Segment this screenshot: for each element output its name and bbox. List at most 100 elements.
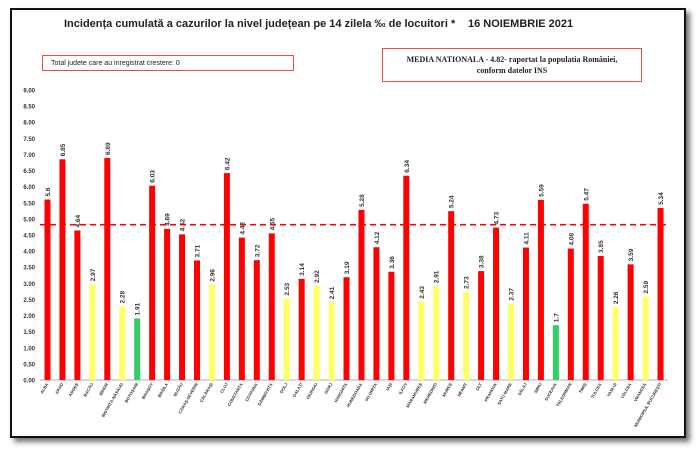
- bar: [448, 211, 455, 380]
- data-label: 3.85: [598, 240, 605, 253]
- data-label: 4.64: [75, 214, 82, 227]
- y-tick-label: 3.50: [23, 266, 35, 272]
- x-tick-label: TELEORMAN: [555, 382, 573, 407]
- data-label: 6.34: [404, 160, 411, 173]
- data-label: 1.7: [553, 313, 560, 322]
- data-label: 3.71: [195, 244, 202, 257]
- bar: [223, 173, 230, 380]
- data-label: 5.24: [449, 195, 456, 208]
- y-tick-label: 1.50: [23, 330, 35, 336]
- bar: [328, 302, 335, 380]
- x-tick-label: TULCEA: [590, 382, 603, 399]
- x-tick-label: ILFOV: [398, 382, 409, 395]
- y-tick-label: 2.50: [23, 298, 35, 304]
- x-tick-label: VASLUI: [606, 382, 618, 398]
- y-tick-label: 1.00: [23, 346, 35, 352]
- x-tick-label: MARAMUREȘ: [405, 382, 423, 409]
- data-label: 2.37: [509, 288, 516, 301]
- y-tick-label: 7.50: [23, 137, 35, 143]
- bar: [313, 285, 320, 380]
- data-label: 2.28: [120, 290, 127, 303]
- x-tick-label: SĂLAJ: [517, 381, 529, 396]
- bar: [642, 296, 649, 380]
- x-tick-label: VÂLCEA: [620, 382, 633, 399]
- y-tick-label: 6.50: [23, 169, 35, 175]
- data-label: 2.26: [613, 291, 620, 304]
- y-tick-label: 6.00: [23, 185, 35, 191]
- x-tick-label: BRĂILA: [157, 382, 169, 398]
- national-average-line1: MEDIA NATIONALA - 4.82- raportat la popu…: [406, 55, 618, 64]
- y-tick-label: 0.50: [23, 362, 35, 368]
- x-tick-label: BIHOR: [98, 382, 109, 396]
- data-label: 4.69: [165, 213, 172, 226]
- data-label: 5.6: [45, 187, 52, 196]
- x-tick-label: SATU MARE: [496, 382, 513, 406]
- x-tick-label: MUREȘ: [441, 382, 453, 398]
- data-label: 2.59: [643, 281, 650, 294]
- bar: [343, 277, 350, 380]
- national-average-line2: conform datelor INS: [476, 66, 548, 75]
- y-tick-label: 3.00: [23, 282, 35, 288]
- data-label: 6.42: [224, 157, 231, 170]
- data-label: 3.72: [254, 244, 261, 257]
- data-label: 2.96: [209, 269, 216, 282]
- data-label: 3.36: [389, 256, 396, 269]
- bar: [179, 234, 186, 380]
- bar: [657, 207, 664, 380]
- x-tick-label: IALOMIȚA: [364, 382, 378, 402]
- bar: [463, 292, 470, 380]
- x-tick-label: GALAȚI: [291, 382, 303, 398]
- bar: [522, 247, 529, 380]
- bar: [149, 185, 156, 380]
- bar: [582, 203, 589, 380]
- data-label: 4.11: [523, 232, 530, 245]
- bar: [208, 284, 215, 380]
- x-tick-label: IAȘI: [385, 382, 393, 392]
- x-tick-label: BUZĂU: [172, 382, 184, 397]
- bar: [283, 298, 290, 380]
- increase-counter-box: Total judete care au inregistrat crester…: [42, 55, 294, 71]
- x-tick-label: GORJ: [323, 381, 334, 394]
- data-label: 2.53: [284, 282, 291, 295]
- data-label: 4.55: [269, 217, 276, 230]
- x-tick-label: SIBIU: [533, 382, 543, 394]
- y-tick-label: 4.00: [23, 250, 35, 256]
- x-tick-label: BRAȘOV: [141, 382, 154, 400]
- x-tick-label: CĂLĂRAȘI: [199, 382, 214, 403]
- y-tick-label: 7.00: [23, 153, 35, 159]
- bar: [567, 248, 574, 380]
- bar: [194, 260, 200, 380]
- data-label: 2.73: [464, 276, 471, 289]
- x-tick-label: GIURGIU: [305, 382, 318, 400]
- y-tick-label: 4.50: [23, 234, 35, 240]
- bar: [627, 264, 634, 380]
- data-label: 4.73: [494, 212, 501, 225]
- bar: [59, 159, 66, 380]
- bar: [89, 284, 96, 380]
- x-tick-label: OLT: [475, 382, 484, 392]
- x-tick-label: CONSTANȚA: [226, 382, 243, 407]
- data-label: 6.89: [105, 142, 112, 155]
- national-average-box: MEDIA NATIONALA - 4.82- raportat la popu…: [382, 48, 642, 82]
- data-label: 2.92: [314, 270, 321, 283]
- bar: [388, 271, 395, 380]
- x-tick-label: BACĂU: [82, 382, 94, 398]
- chart-date: 16 NOIEMBRIE 2021: [468, 18, 574, 30]
- x-tick-label: MEHEDINȚI: [422, 382, 438, 404]
- bar: [74, 230, 81, 380]
- chart-title: Incidența cumulată a cazurilor la nivel …: [64, 18, 456, 30]
- y-tick-label: 9.00: [23, 89, 35, 95]
- x-tick-label: MUNICIPIUL BUCUREȘTI: [633, 382, 662, 428]
- data-label: 5.59: [538, 184, 545, 197]
- x-tick-label: HARGHITA: [333, 382, 348, 403]
- data-label: 3.59: [628, 248, 635, 261]
- x-tick-label: SUCEAVA: [543, 382, 557, 402]
- bar: [403, 175, 410, 380]
- data-label: 4.12: [374, 231, 381, 244]
- x-tick-label: CLUJ: [219, 381, 229, 394]
- bar: [268, 233, 275, 380]
- bar: [493, 227, 500, 380]
- bar: [298, 278, 305, 380]
- data-label: 4.42: [239, 222, 246, 235]
